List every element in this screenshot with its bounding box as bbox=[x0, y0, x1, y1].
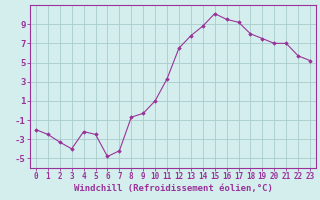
X-axis label: Windchill (Refroidissement éolien,°C): Windchill (Refroidissement éolien,°C) bbox=[74, 184, 272, 193]
